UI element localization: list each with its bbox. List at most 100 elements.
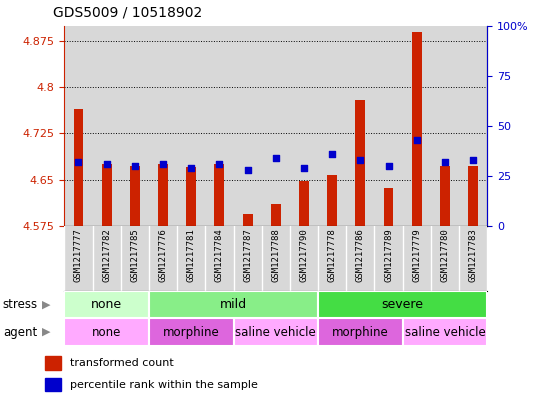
- Text: agent: agent: [3, 325, 37, 339]
- Bar: [299, 181, 309, 226]
- Text: GSM1217790: GSM1217790: [300, 228, 309, 282]
- Bar: [177, 226, 206, 291]
- Text: GSM1217786: GSM1217786: [356, 228, 365, 282]
- Text: GSM1217779: GSM1217779: [412, 228, 421, 282]
- Bar: [356, 99, 365, 226]
- Text: saline vehicle: saline vehicle: [404, 325, 486, 339]
- Bar: [45, 356, 61, 369]
- Bar: [318, 291, 487, 318]
- Bar: [459, 226, 487, 291]
- Text: GSM1217776: GSM1217776: [158, 228, 167, 282]
- Bar: [346, 226, 375, 291]
- Text: GSM1217789: GSM1217789: [384, 228, 393, 282]
- Bar: [271, 204, 281, 226]
- Bar: [384, 188, 394, 226]
- Bar: [431, 26, 459, 226]
- Bar: [121, 226, 149, 291]
- Bar: [375, 226, 403, 291]
- Text: GSM1217785: GSM1217785: [130, 228, 139, 282]
- Point: [187, 165, 196, 171]
- Text: stress: stress: [3, 298, 38, 311]
- Bar: [403, 226, 431, 291]
- Text: none: none: [92, 325, 122, 339]
- Bar: [318, 226, 346, 291]
- Bar: [149, 318, 234, 346]
- Bar: [73, 109, 83, 226]
- Bar: [403, 26, 431, 226]
- Bar: [262, 226, 290, 291]
- Bar: [130, 166, 140, 226]
- Bar: [403, 318, 487, 346]
- Bar: [346, 26, 375, 226]
- Bar: [459, 26, 487, 226]
- Text: ▶: ▶: [42, 327, 50, 337]
- Point: [102, 161, 111, 167]
- Bar: [431, 226, 459, 291]
- Bar: [149, 291, 318, 318]
- Text: GSM1217788: GSM1217788: [271, 228, 281, 282]
- Bar: [158, 164, 168, 226]
- Bar: [121, 26, 149, 226]
- Bar: [45, 378, 61, 391]
- Bar: [234, 226, 262, 291]
- Bar: [375, 26, 403, 226]
- Point: [300, 165, 309, 171]
- Bar: [206, 26, 234, 226]
- Bar: [149, 226, 177, 291]
- Point: [130, 163, 139, 169]
- Bar: [262, 26, 290, 226]
- Bar: [102, 164, 111, 226]
- Point: [271, 155, 280, 161]
- Bar: [92, 26, 121, 226]
- Text: saline vehicle: saline vehicle: [235, 325, 316, 339]
- Bar: [318, 26, 346, 226]
- Text: morphine: morphine: [163, 325, 220, 339]
- Bar: [206, 226, 234, 291]
- Bar: [290, 26, 318, 226]
- Bar: [214, 164, 225, 226]
- Bar: [64, 291, 149, 318]
- Text: GSM1217783: GSM1217783: [469, 228, 478, 282]
- Bar: [440, 166, 450, 226]
- Point: [440, 159, 449, 165]
- Point: [243, 167, 252, 173]
- Bar: [234, 26, 262, 226]
- Point: [384, 163, 393, 169]
- Bar: [234, 318, 318, 346]
- Bar: [468, 166, 478, 226]
- Text: GDS5009 / 10518902: GDS5009 / 10518902: [53, 6, 203, 20]
- Bar: [64, 318, 149, 346]
- Text: GSM1217778: GSM1217778: [328, 228, 337, 282]
- Point: [328, 151, 337, 157]
- Text: transformed count: transformed count: [70, 358, 174, 368]
- Bar: [242, 214, 253, 226]
- Text: GSM1217784: GSM1217784: [215, 228, 224, 282]
- Text: GSM1217787: GSM1217787: [243, 228, 252, 282]
- Bar: [64, 226, 92, 291]
- Point: [74, 159, 83, 165]
- Bar: [92, 226, 121, 291]
- Bar: [186, 167, 196, 226]
- Bar: [149, 26, 177, 226]
- Bar: [412, 32, 422, 226]
- Bar: [290, 226, 318, 291]
- Bar: [177, 26, 206, 226]
- Point: [158, 161, 167, 167]
- Text: severe: severe: [382, 298, 423, 311]
- Point: [215, 161, 224, 167]
- Text: none: none: [91, 298, 122, 311]
- Text: ▶: ▶: [42, 299, 50, 310]
- Text: GSM1217782: GSM1217782: [102, 228, 111, 282]
- Text: GSM1217780: GSM1217780: [440, 228, 450, 282]
- Text: percentile rank within the sample: percentile rank within the sample: [70, 380, 258, 390]
- Text: morphine: morphine: [332, 325, 389, 339]
- Bar: [327, 175, 337, 226]
- Point: [356, 157, 365, 163]
- Bar: [318, 318, 403, 346]
- Text: mild: mild: [220, 298, 247, 311]
- Point: [469, 157, 478, 163]
- Text: GSM1217781: GSM1217781: [186, 228, 196, 282]
- Bar: [64, 26, 92, 226]
- Point: [412, 137, 421, 143]
- Text: GSM1217777: GSM1217777: [74, 228, 83, 282]
